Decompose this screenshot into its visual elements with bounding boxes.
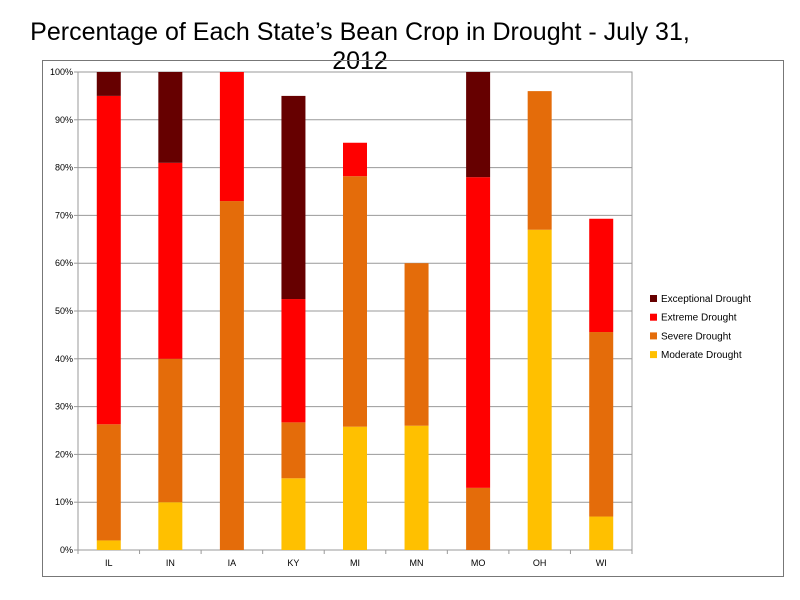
bar-segment xyxy=(281,95,306,300)
bar-segment xyxy=(589,516,614,550)
bar-segment xyxy=(343,426,367,550)
y-tick-label: 0% xyxy=(60,545,73,555)
y-tick-label: 70% xyxy=(55,210,73,220)
chart-title: Percentage of Each State’s Bean Crop in … xyxy=(30,18,690,75)
legend-swatch xyxy=(650,295,657,302)
x-tick-label: MI xyxy=(350,558,360,568)
bar-segment xyxy=(281,422,306,479)
bar-segment xyxy=(527,91,552,230)
legend-swatch xyxy=(650,332,657,340)
y-tick-label: 90% xyxy=(55,115,73,125)
y-tick-label: 60% xyxy=(55,258,73,268)
bar-segment xyxy=(96,540,121,550)
bar-segment xyxy=(96,72,121,96)
bar-segment xyxy=(96,424,121,541)
bar-segment xyxy=(219,201,244,550)
bar-segment xyxy=(281,478,306,550)
bar-segment xyxy=(527,229,552,551)
bar-segment xyxy=(404,263,429,426)
y-tick-label: 50% xyxy=(55,306,73,316)
x-tick-label: IL xyxy=(105,558,113,568)
x-tick-label: MN xyxy=(410,558,424,568)
x-tick-label: OH xyxy=(533,558,547,568)
y-tick-label: 80% xyxy=(55,163,73,173)
bar-segment xyxy=(158,72,183,163)
x-tick-label: MO xyxy=(471,558,486,568)
bar-segment xyxy=(158,162,183,359)
legend-label: Extreme Drought xyxy=(661,313,737,324)
legend-swatch xyxy=(650,313,657,321)
bar-segment xyxy=(343,142,367,177)
bar-segment xyxy=(589,218,614,333)
legend-swatch xyxy=(650,351,657,359)
y-tick-label: 10% xyxy=(55,497,73,507)
bar-segment xyxy=(219,72,244,202)
bar-segment xyxy=(281,299,306,423)
x-tick-label: KY xyxy=(287,558,299,568)
bar-segment xyxy=(466,72,491,178)
chart-frame xyxy=(42,60,784,577)
y-tick-label: 100% xyxy=(50,67,73,77)
y-tick-label: 40% xyxy=(55,354,73,364)
bar-segment xyxy=(404,425,429,550)
y-tick-label: 20% xyxy=(55,449,73,459)
bar-segment xyxy=(343,176,367,427)
bar-segment xyxy=(96,95,121,425)
x-tick-label: IN xyxy=(166,558,175,568)
bar-segment xyxy=(158,358,183,503)
bar-segment xyxy=(589,332,614,517)
bar-segment xyxy=(466,487,491,550)
x-tick-label: IA xyxy=(228,558,237,568)
bar-segment xyxy=(466,177,491,488)
legend-label: Moderate Drought xyxy=(661,350,742,361)
legend-label: Severe Drought xyxy=(661,331,731,342)
bar-segment xyxy=(158,502,183,550)
x-tick-label: WI xyxy=(596,558,607,568)
legend-label: Exceptional Drought xyxy=(661,294,751,305)
y-tick-label: 30% xyxy=(55,402,73,412)
